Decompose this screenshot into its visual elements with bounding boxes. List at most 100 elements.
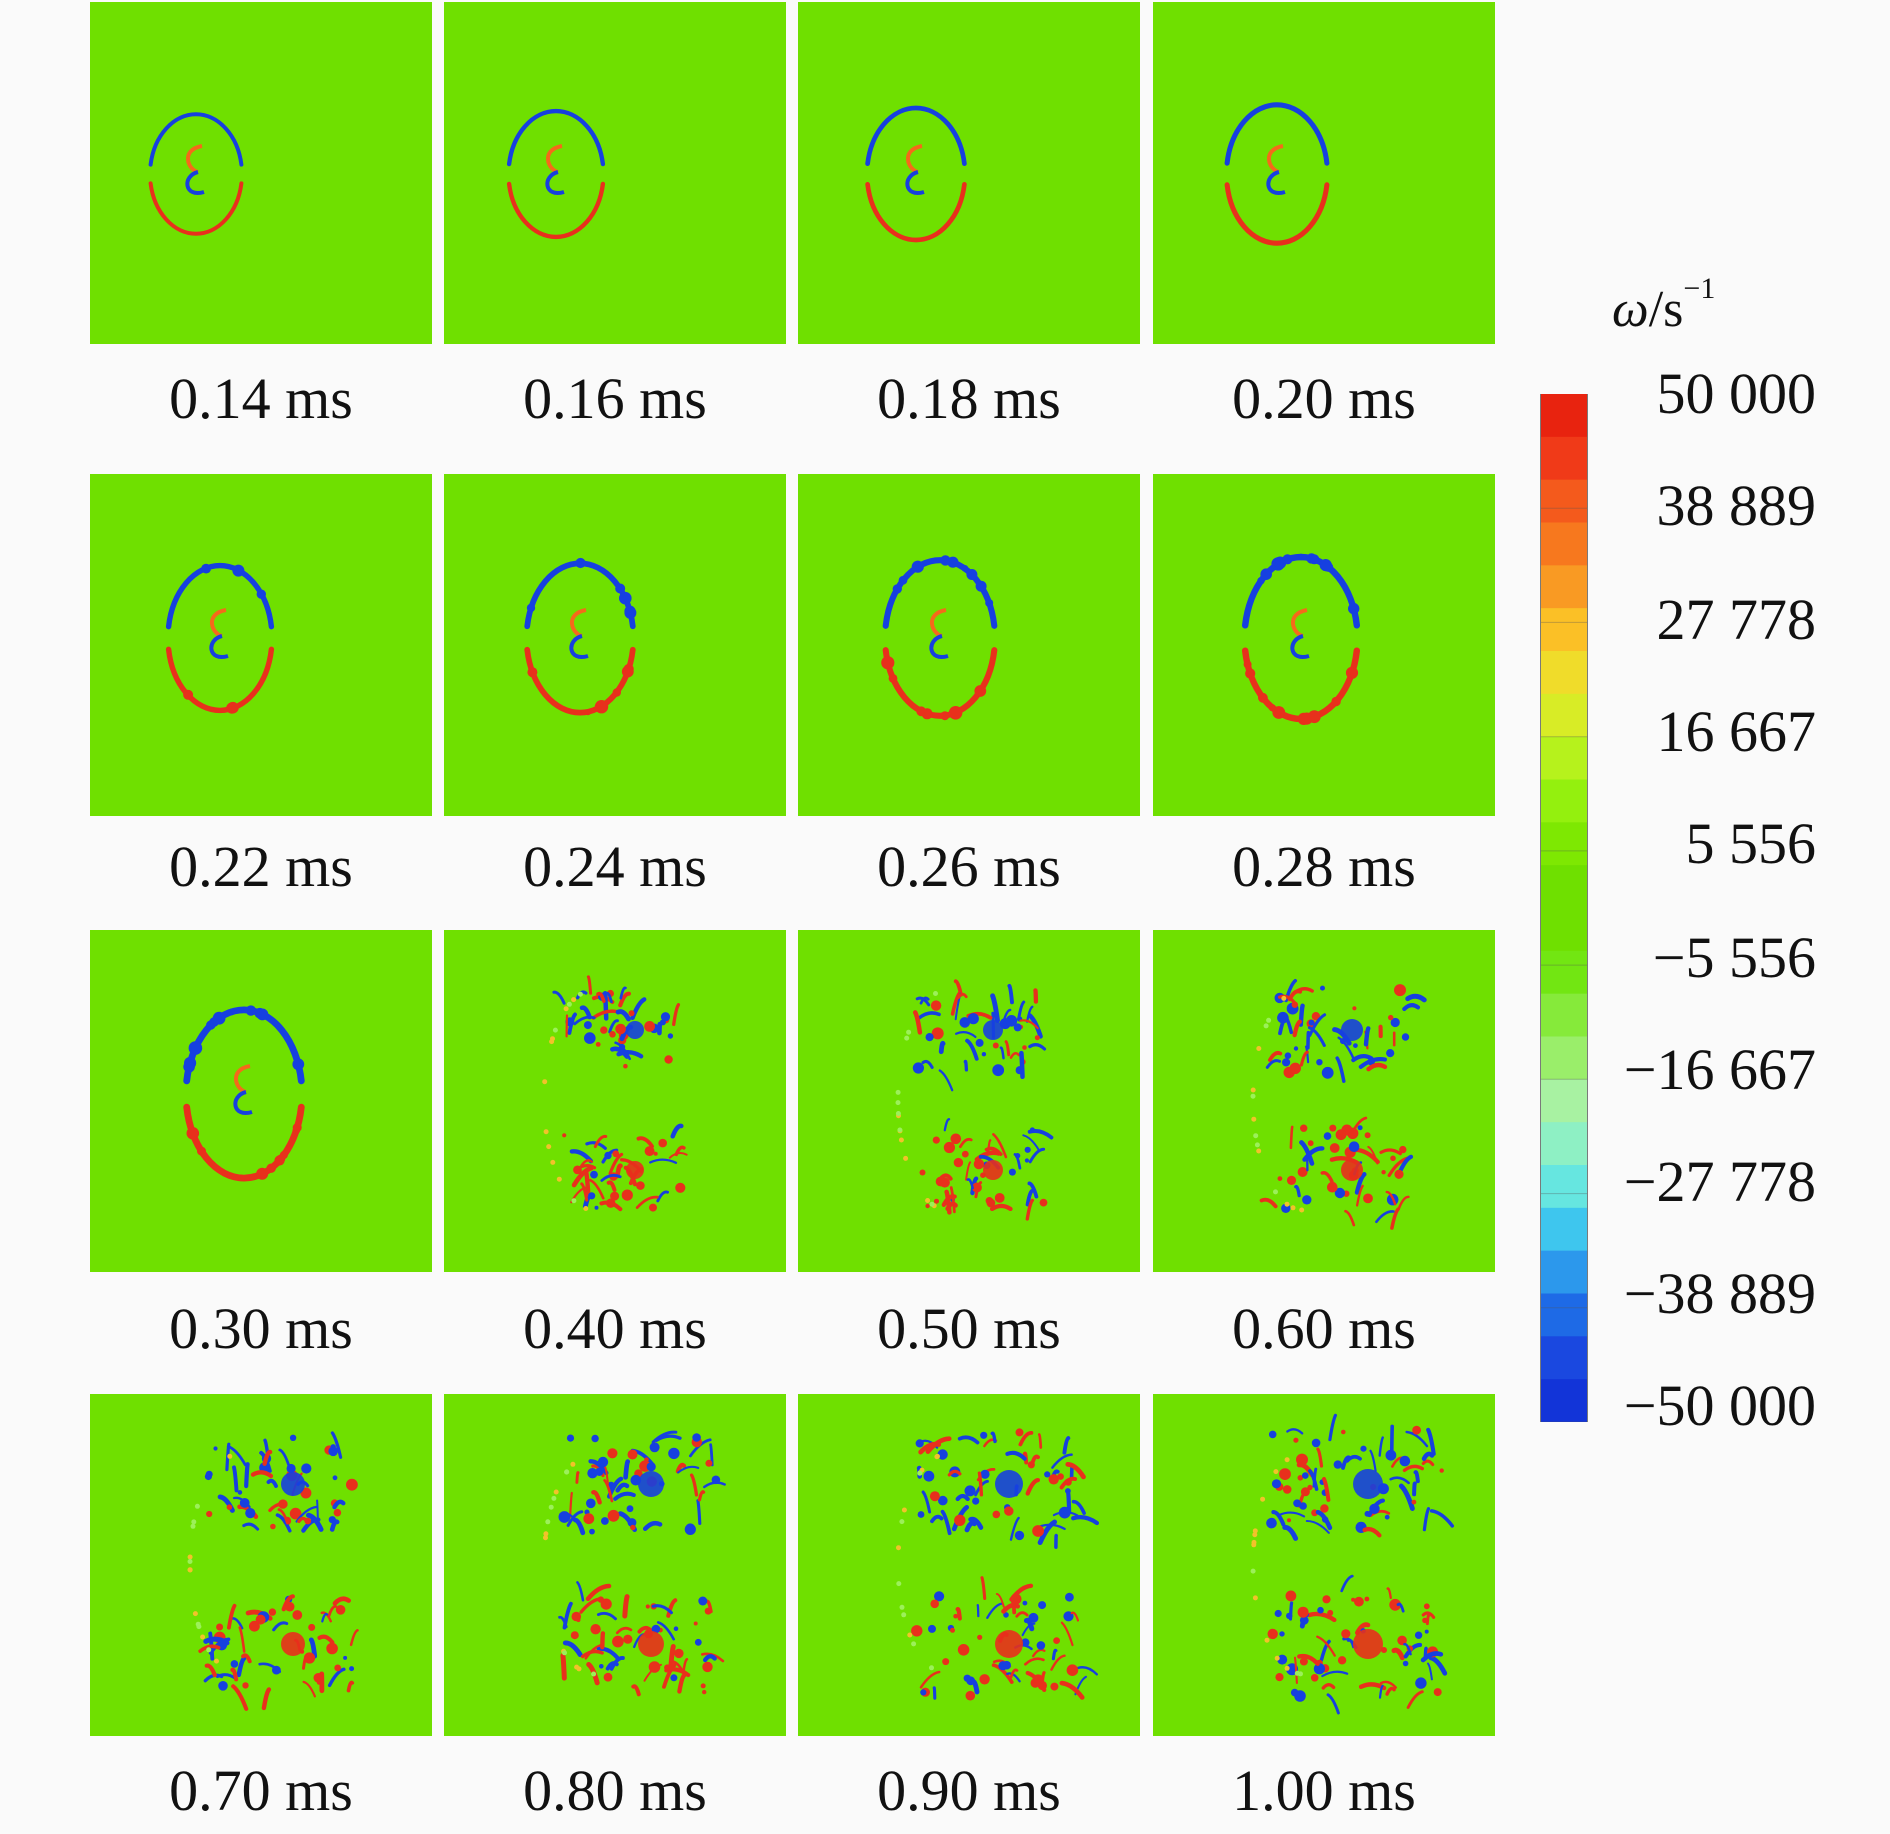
- colorbar-band: [1541, 1122, 1587, 1166]
- vortex-blob-positive: [1032, 1525, 1044, 1537]
- vortex-blob-negative: [670, 1674, 678, 1682]
- vortex-filament-negative: [1347, 1639, 1355, 1649]
- colorbar-band: [1541, 1293, 1587, 1337]
- residual-vorticity-dot: [1250, 1093, 1256, 1099]
- vortex-blob-positive: [931, 1027, 944, 1040]
- vortex-blob-positive: [292, 1610, 303, 1620]
- vortex-blob-positive: [1057, 1473, 1064, 1480]
- vortex-filament-positive: [1307, 1611, 1337, 1623]
- vortex-filament-negative: [1389, 1476, 1410, 1485]
- vortex-blob-negative: [604, 1151, 612, 1160]
- field-background: [444, 474, 786, 816]
- vortex-blob-positive: [1399, 1145, 1407, 1154]
- vortex-filament-negative: [321, 1612, 329, 1623]
- vortex-blob-negative: [1282, 1058, 1291, 1067]
- vortex-core-positive: [281, 1632, 305, 1656]
- vortex-filament-positive: [674, 1145, 686, 1157]
- vortex-blob-positive: [216, 1623, 224, 1631]
- vortex-blob-positive: [973, 1158, 985, 1170]
- vortex-blob-negative: [1022, 1600, 1028, 1606]
- vortex-blob-positive: [929, 1491, 940, 1502]
- vortex-blob-negative: [626, 1505, 634, 1513]
- vortex-filament-negative: [1337, 1036, 1355, 1060]
- vortex-ring-upper: [1224, 102, 1330, 166]
- vortex-blob-negative: [295, 1062, 302, 1069]
- residual-vorticity-dot: [591, 1671, 597, 1677]
- vortex-blob-positive: [335, 1605, 346, 1615]
- vortex-blob-negative: [667, 1033, 674, 1039]
- vortex-filament-positive: [1289, 1125, 1294, 1150]
- vortex-blob-negative: [328, 1446, 338, 1457]
- vortex-filament-negative: [1351, 1054, 1374, 1063]
- vortex-blob-negative: [646, 1462, 656, 1472]
- residual-vorticity-dot: [925, 1198, 931, 1203]
- vortex-filament-positive: [575, 1471, 580, 1484]
- vortex-blob-negative: [961, 565, 969, 572]
- vorticity-field: [1153, 2, 1495, 344]
- vortex-filament-positive: [664, 1667, 691, 1678]
- colorbar-gradient: [1541, 394, 1587, 1422]
- residual-vorticity-dot: [906, 1029, 912, 1035]
- vortex-ring-upper: [148, 112, 244, 167]
- vortex-blob-positive: [1297, 1475, 1304, 1481]
- time-label: 0.24 ms: [523, 834, 707, 899]
- vortex-filament-positive: [1001, 1603, 1020, 1614]
- residual-vorticity-dot: [192, 1611, 198, 1617]
- vortex-filament-positive: [637, 1625, 653, 1634]
- vortex-blob-positive: [1341, 1429, 1346, 1435]
- vortex-blob-negative: [940, 555, 951, 566]
- vortex-filament-negative: [1002, 1008, 1012, 1024]
- vortex-blob-negative: [684, 1523, 696, 1535]
- vortex-blob-positive: [1363, 1193, 1373, 1204]
- vortex-blob-positive: [953, 1157, 964, 1168]
- vortex-filament-negative: [1294, 1184, 1301, 1198]
- vortex-filament-negative: [1428, 1655, 1448, 1676]
- time-label: 0.26 ms: [877, 834, 1061, 899]
- vortex-filament-negative: [1051, 1648, 1058, 1661]
- colorbar-band: [1541, 865, 1587, 909]
- vortex-blob-negative: [1038, 1601, 1047, 1610]
- vortex-filament-positive: [1030, 1454, 1040, 1466]
- vortex-ring-lower: [524, 646, 636, 716]
- vortex-filament-negative: [208, 1631, 215, 1661]
- vortex-core-negative: [995, 1470, 1023, 1498]
- inner-vortex-negative: [209, 634, 229, 660]
- vortex-filament-positive: [231, 1684, 249, 1711]
- vortex-blob-positive: [1345, 666, 1359, 679]
- vortex-filament-negative: [1308, 1469, 1319, 1491]
- vortex-filament-positive: [682, 1658, 689, 1674]
- vortex-blob-negative: [959, 1017, 971, 1028]
- vortex-filament-positive: [1292, 1019, 1302, 1038]
- vortex-blob-positive: [1394, 984, 1406, 997]
- vortex-blob-negative: [1367, 1057, 1375, 1066]
- vortex-blob-positive: [603, 1672, 613, 1682]
- vortex-blob-negative: [911, 560, 924, 573]
- field-background: [444, 930, 786, 1272]
- vortex-filament-positive: [1037, 1433, 1043, 1449]
- vortex-filament-negative: [619, 986, 627, 1000]
- vortex-blob-positive: [911, 1625, 923, 1637]
- vortex-blob-positive: [1337, 1656, 1347, 1665]
- time-label: 0.28 ms: [1232, 834, 1416, 899]
- vortex-blob-negative: [599, 1664, 604, 1669]
- vortex-blob-positive: [197, 1146, 206, 1156]
- colorbar-band: [1541, 1079, 1587, 1123]
- vortex-blob-negative: [349, 1666, 355, 1672]
- residual-vorticity-dot: [907, 1632, 913, 1638]
- vortex-filament-positive: [974, 1150, 1001, 1162]
- time-label: 0.70 ms: [169, 1758, 353, 1823]
- vortex-blob-positive: [950, 1627, 955, 1633]
- time-label: 1.00 ms: [1232, 1758, 1416, 1823]
- vortex-blob-positive: [675, 1182, 686, 1193]
- vortex-blob-negative: [1279, 1631, 1285, 1637]
- vortex-filament-positive: [912, 1010, 923, 1035]
- vortex-blob-negative: [213, 1446, 218, 1451]
- vortex-filament-negative: [702, 1654, 717, 1663]
- vortex-blob-negative: [1402, 1660, 1409, 1667]
- colorbar-tick-label: −50 000: [1623, 1373, 1816, 1438]
- residual-vorticity-dot: [904, 1035, 910, 1041]
- vortex-blob-positive: [923, 709, 933, 719]
- vortex-blob-positive: [934, 1198, 939, 1204]
- vortex-blob-positive: [644, 1021, 655, 1032]
- vortex-blob-negative: [232, 564, 245, 577]
